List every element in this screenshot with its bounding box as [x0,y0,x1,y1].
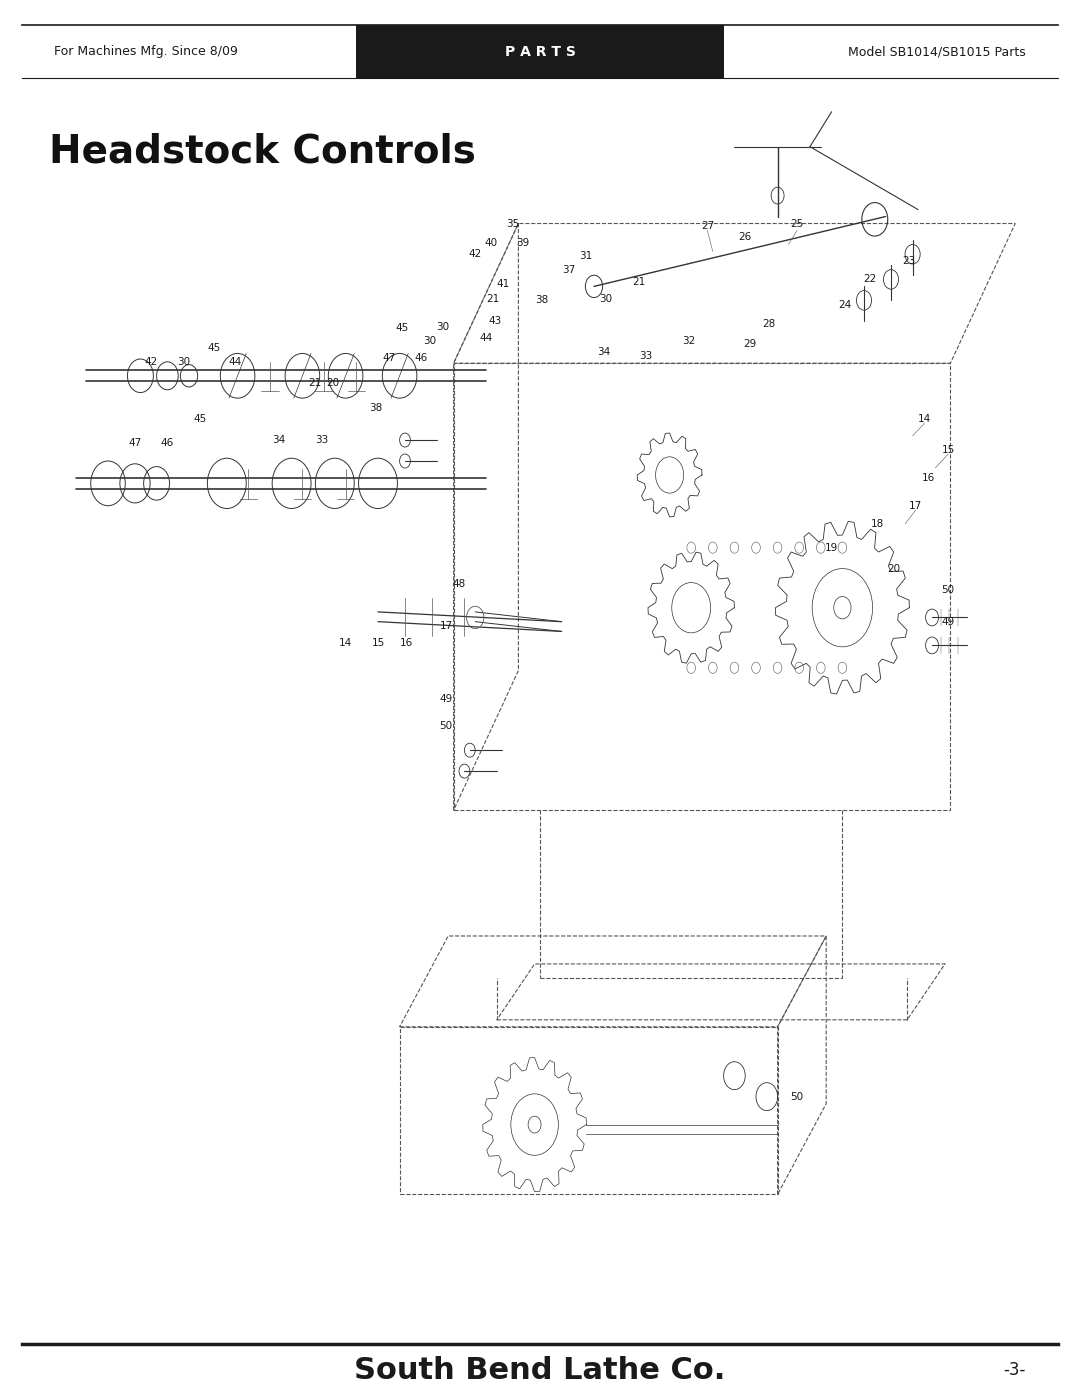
Text: 49: 49 [440,693,453,704]
Text: 47: 47 [382,352,395,363]
Text: 16: 16 [400,637,413,648]
Text: 26: 26 [739,232,752,243]
Text: 48: 48 [453,578,465,590]
Text: 44: 44 [480,332,492,344]
Text: 15: 15 [372,637,384,648]
Text: 30: 30 [177,356,190,367]
Text: 20: 20 [888,563,901,574]
Text: South Bend Lathe Co.: South Bend Lathe Co. [354,1356,726,1384]
Text: 18: 18 [870,518,883,529]
Text: 46: 46 [415,352,428,363]
Text: 34: 34 [272,434,285,446]
FancyBboxPatch shape [356,25,724,78]
Text: 30: 30 [423,335,436,346]
Text: 30: 30 [599,293,612,305]
Text: 50: 50 [942,584,955,595]
Text: 30: 30 [436,321,449,332]
Text: 35: 35 [507,218,519,229]
Text: 21: 21 [309,377,322,388]
Text: 31: 31 [579,250,592,261]
Text: 50: 50 [440,721,453,732]
Text: 38: 38 [369,402,382,414]
Text: 45: 45 [207,342,220,353]
Text: 21: 21 [633,277,646,288]
Text: 33: 33 [315,434,328,446]
Text: Headstock Controls: Headstock Controls [49,133,475,170]
Text: 37: 37 [563,264,576,275]
Text: 19: 19 [825,542,838,553]
Text: 41: 41 [497,278,510,289]
Text: 28: 28 [762,319,775,330]
Text: 20: 20 [326,377,339,388]
Text: 43: 43 [488,316,501,327]
Text: 49: 49 [942,616,955,627]
Text: 16: 16 [922,472,935,483]
Text: 17: 17 [909,500,922,511]
Text: 50: 50 [791,1091,804,1102]
Text: 33: 33 [639,351,652,362]
Text: 17: 17 [440,620,453,631]
Text: 32: 32 [683,335,696,346]
Text: Model SB1014/SB1015 Parts: Model SB1014/SB1015 Parts [848,45,1026,59]
Text: P A R T S: P A R T S [504,45,576,59]
Text: 38: 38 [536,295,549,306]
Text: 47: 47 [129,437,141,448]
Text: 45: 45 [395,323,408,334]
Text: 15: 15 [942,444,955,455]
Text: 14: 14 [339,637,352,648]
Text: 34: 34 [597,346,610,358]
Text: 45: 45 [193,414,206,425]
Text: 39: 39 [516,237,529,249]
Text: 40: 40 [485,237,498,249]
Text: -3-: -3- [1003,1362,1026,1379]
Text: 22: 22 [863,274,876,285]
Text: 27: 27 [701,221,714,232]
Text: 14: 14 [918,414,931,425]
Text: 46: 46 [161,437,174,448]
Text: 23: 23 [903,256,916,267]
Text: 42: 42 [469,249,482,260]
Text: 42: 42 [145,356,158,367]
Text: 29: 29 [743,338,756,349]
Text: For Machines Mfg. Since 8/09: For Machines Mfg. Since 8/09 [54,45,238,59]
Text: 24: 24 [838,299,851,310]
Text: 44: 44 [229,356,242,367]
Text: 21: 21 [486,293,499,305]
Text: 25: 25 [791,218,804,229]
